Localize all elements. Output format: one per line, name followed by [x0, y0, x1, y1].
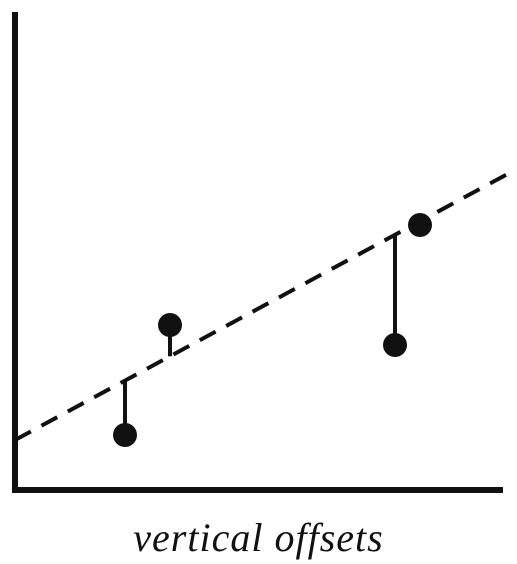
caption: vertical offsets [133, 515, 384, 560]
least-squares-diagram [12, 12, 516, 493]
data-point [383, 333, 407, 357]
data-point [408, 213, 432, 237]
data-point [158, 313, 182, 337]
fit-line [14, 168, 516, 442]
data-points [113, 213, 432, 447]
data-point [113, 423, 137, 447]
axes [12, 12, 503, 493]
